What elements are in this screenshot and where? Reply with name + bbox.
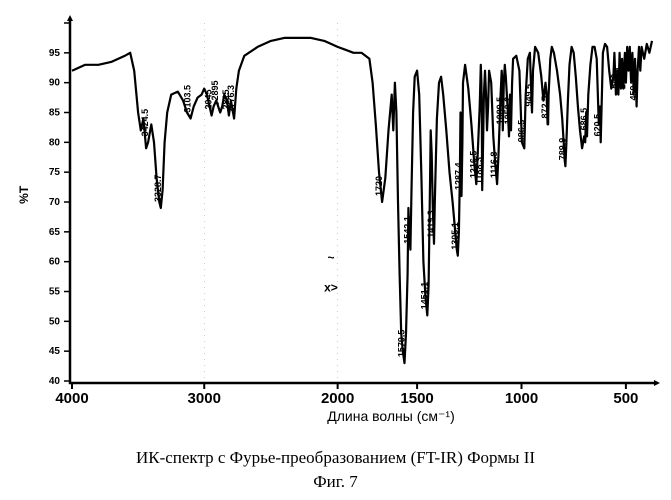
svg-text:3103.5: 3103.5 bbox=[183, 85, 193, 113]
svg-text:986.5: 986.5 bbox=[516, 120, 526, 143]
chart-container: 4000 3000 2000 1500 1000 500 Длина волны (см⁻¹… bbox=[10, 5, 661, 435]
y-tick-label: 60 bbox=[49, 257, 61, 268]
svg-text:620.5: 620.5 bbox=[593, 114, 603, 137]
svg-text:1451.1: 1451.1 bbox=[419, 282, 429, 310]
peak-label: 1419.3 bbox=[426, 210, 436, 244]
svg-text:1542.1: 1542.1 bbox=[402, 216, 412, 244]
peak-label: 3103.5 bbox=[183, 85, 193, 119]
x-tick-label: 500 bbox=[613, 390, 638, 407]
y-tick-label: 80 bbox=[49, 137, 61, 148]
x-tick-label: 1000 bbox=[505, 390, 538, 407]
svg-text:1188.3: 1188.3 bbox=[474, 157, 484, 184]
caption-line-1: ИК-спектр с Фурье-преобразованием (FT-IR… bbox=[0, 448, 671, 468]
svg-text:505: 505 bbox=[617, 68, 627, 83]
y-tick-label: 50 bbox=[49, 316, 61, 327]
svg-text:789.9: 789.9 bbox=[557, 138, 567, 161]
svg-text:3328.7: 3328.7 bbox=[153, 174, 163, 202]
y-tick-label: 45 bbox=[49, 346, 61, 357]
peak-label: 459 bbox=[629, 86, 639, 107]
peak-label: 2776.3 bbox=[226, 85, 236, 119]
svg-text:949.5: 949.5 bbox=[524, 84, 534, 107]
y-tick-label: 65 bbox=[49, 227, 61, 238]
x-tick-label: 4000 bbox=[55, 390, 88, 407]
peak-label: 1542.1 bbox=[402, 216, 412, 250]
peak-label: 1451.1 bbox=[419, 282, 429, 316]
svg-text:3424.5: 3424.5 bbox=[140, 109, 150, 137]
ftir-spectrum-chart: 4000 3000 2000 1500 1000 500 Длина волны (см⁻¹… bbox=[10, 5, 661, 435]
y-tick-label: 85 bbox=[49, 108, 61, 119]
peak-label: 1050.2 bbox=[503, 97, 513, 131]
svg-text:1305.1: 1305.1 bbox=[450, 222, 460, 250]
stray-mark: ~ bbox=[327, 251, 334, 265]
peak-label: 3328.7 bbox=[153, 174, 163, 208]
svg-text:1050.2: 1050.2 bbox=[503, 97, 513, 125]
peak-label: 1287.4 bbox=[453, 163, 463, 197]
peak-label: 1579.5 bbox=[396, 330, 406, 364]
peak-label: 1720 bbox=[374, 176, 384, 202]
x-tick-label: 3000 bbox=[188, 390, 221, 407]
svg-text:1579.5: 1579.5 bbox=[396, 330, 406, 358]
svg-text:1116.8: 1116.8 bbox=[489, 152, 499, 179]
svg-text:686.5: 686.5 bbox=[579, 108, 589, 131]
x-tick-label: 1500 bbox=[400, 390, 433, 407]
peak-label: 3424.5 bbox=[140, 109, 150, 143]
y-tick-label: 90 bbox=[49, 78, 61, 89]
caption-line-2: Фиг. 7 bbox=[0, 472, 671, 492]
y-tick-label: 95 bbox=[49, 48, 61, 59]
svg-text:2776.3: 2776.3 bbox=[226, 85, 236, 113]
y-tick-label: 40 bbox=[49, 376, 61, 387]
y-tick-label: 70 bbox=[49, 197, 61, 208]
y-tick-label: 55 bbox=[49, 287, 61, 298]
peak-label: 1305.1 bbox=[450, 222, 460, 256]
y-tick-label: 75 bbox=[49, 167, 61, 178]
svg-text:2895: 2895 bbox=[210, 81, 220, 101]
svg-text:1287.4: 1287.4 bbox=[453, 163, 463, 191]
svg-text:1720: 1720 bbox=[374, 176, 384, 196]
x-axis-title: Длина волны (см⁻¹) bbox=[327, 408, 455, 424]
stray-mark: x> bbox=[324, 281, 338, 295]
svg-text:872.5: 872.5 bbox=[540, 96, 550, 119]
svg-text:459: 459 bbox=[629, 86, 639, 101]
svg-text:1419.3: 1419.3 bbox=[426, 210, 436, 238]
y-axis-title: %T bbox=[17, 185, 31, 204]
x-tick-label: 2000 bbox=[321, 390, 354, 407]
